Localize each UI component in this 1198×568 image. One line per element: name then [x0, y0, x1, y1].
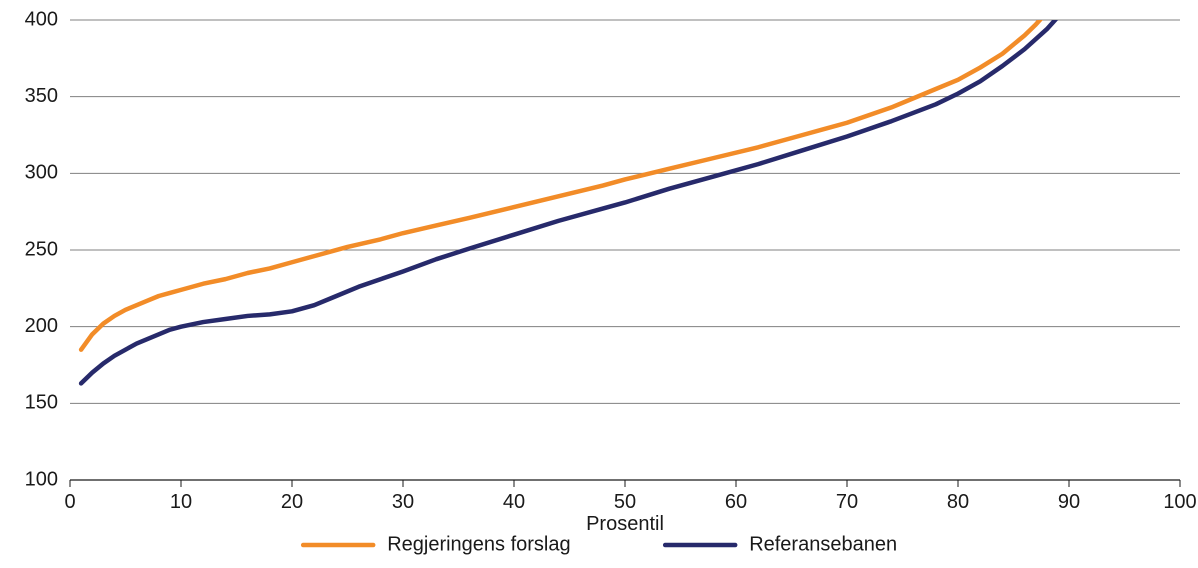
legend-label-referansebanen: Referansebanen [749, 533, 897, 555]
y-tick-label: 300 [25, 162, 58, 184]
x-tick-label: 10 [170, 491, 192, 513]
x-tick-label: 80 [947, 491, 969, 513]
y-tick-label: 100 [25, 468, 58, 490]
legend-label-regjeringens: Regjeringens forslag [387, 533, 570, 555]
y-tick-label: 350 [25, 85, 58, 107]
x-tick-label: 60 [725, 491, 747, 513]
y-tick-label: 200 [25, 315, 58, 337]
y-tick-label: 250 [25, 238, 58, 260]
x-tick-label: 100 [1163, 491, 1196, 513]
y-tick-label: 400 [25, 8, 58, 30]
x-tick-label: 90 [1058, 491, 1080, 513]
x-tick-label: 70 [836, 491, 858, 513]
x-tick-label: 40 [503, 491, 525, 513]
x-tick-label: 0 [64, 491, 75, 513]
y-tick-label: 150 [25, 392, 58, 414]
x-tick-label: 50 [614, 491, 636, 513]
x-tick-label: 30 [392, 491, 414, 513]
x-axis-label: Prosentil [586, 513, 664, 535]
x-tick-label: 20 [281, 491, 303, 513]
line-chart: 100 150 200 250 300 350 400 0 10 20 30 40 50 60 70 80 90… [0, 0, 1198, 568]
